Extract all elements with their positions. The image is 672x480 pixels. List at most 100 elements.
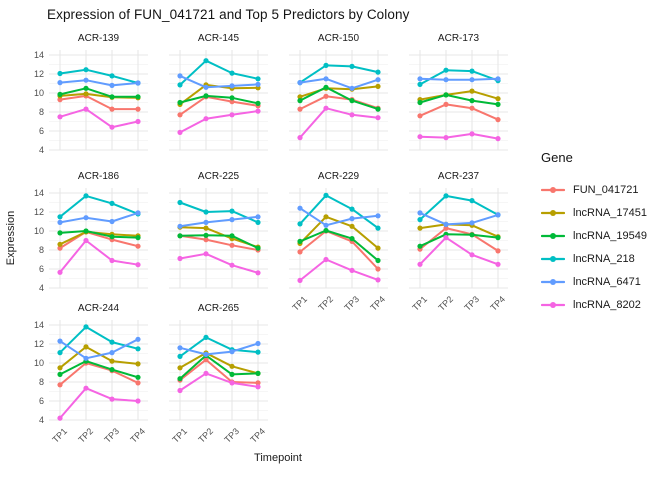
data-point-lncRNA_8202 bbox=[443, 235, 449, 241]
data-point-lncRNA_8202 bbox=[229, 262, 235, 268]
data-point-FUN_041721 bbox=[57, 245, 63, 251]
data-point-lncRNA_19549 bbox=[469, 98, 475, 104]
data-point-lncRNA_6471 bbox=[83, 355, 89, 361]
y-tick-label: 10 bbox=[33, 226, 44, 236]
data-point-lncRNA_218 bbox=[255, 76, 261, 82]
data-point-lncRNA_8202 bbox=[109, 396, 115, 402]
data-point-lncRNA_19549 bbox=[323, 227, 329, 234]
data-point-lncRNA_6471 bbox=[229, 349, 235, 355]
data-point-lncRNA_218 bbox=[469, 198, 475, 204]
data-point-lncRNA_17451 bbox=[297, 94, 303, 100]
legend-item: lncRNA_218 bbox=[541, 247, 669, 270]
data-point-lncRNA_8202 bbox=[203, 370, 209, 376]
facet-strip-label: ACR-173 bbox=[437, 33, 480, 44]
data-point-lncRNA_8202 bbox=[109, 124, 115, 130]
series-line-lncRNA_8202 bbox=[419, 132, 499, 140]
y-tick-label: 14 bbox=[33, 188, 44, 198]
data-point-lncRNA_6471 bbox=[255, 214, 261, 220]
facet-panel bbox=[289, 188, 388, 289]
legend-key-icon bbox=[541, 255, 565, 262]
data-point-FUN_041721 bbox=[109, 106, 115, 112]
legend: Gene FUN_041721 lncRNA_17451 lncRNA_19549 l… bbox=[541, 150, 669, 316]
series-line-lncRNA_19549 bbox=[59, 360, 139, 379]
data-point-lncRNA_8202 bbox=[255, 384, 261, 390]
data-point-lncRNA_6471 bbox=[255, 81, 261, 87]
data-point-lncRNA_8202 bbox=[375, 115, 381, 121]
data-point-lncRNA_6471 bbox=[203, 219, 209, 225]
y-tick-label: 12 bbox=[33, 207, 44, 217]
facet-strip-label: ACR-186 bbox=[77, 171, 120, 182]
data-point-lncRNA_8202 bbox=[135, 398, 141, 404]
data-point-lncRNA_8202 bbox=[495, 136, 501, 142]
series-line-lncRNA_218 bbox=[179, 59, 259, 86]
data-point-lncRNA_19549 bbox=[135, 374, 141, 380]
y-tick-label: 4 bbox=[38, 145, 44, 155]
legend-key-icon bbox=[541, 186, 565, 193]
series-line-lncRNA_19549 bbox=[299, 86, 379, 111]
data-point-lncRNA_6471 bbox=[109, 218, 115, 225]
data-point-lncRNA_8202 bbox=[57, 269, 63, 275]
series-line-lncRNA_17451 bbox=[419, 223, 499, 238]
data-point-lncRNA_6471 bbox=[203, 351, 209, 357]
series-line-lncRNA_17451 bbox=[419, 90, 499, 101]
x-axis-title: Timepoint bbox=[254, 452, 302, 464]
data-point-lncRNA_19549 bbox=[375, 106, 381, 112]
data-point-lncRNA_218 bbox=[57, 214, 63, 220]
data-point-lncRNA_218 bbox=[323, 192, 329, 198]
data-point-FUN_041721 bbox=[229, 99, 235, 105]
data-point-FUN_041721 bbox=[203, 357, 209, 363]
facet-panel bbox=[289, 50, 388, 151]
series-line-lncRNA_17451 bbox=[299, 85, 379, 98]
data-point-lncRNA_19549 bbox=[109, 367, 115, 373]
y-axis-title: Expression bbox=[5, 210, 17, 266]
series-line-FUN_041721 bbox=[179, 95, 259, 116]
data-point-lncRNA_218 bbox=[375, 225, 381, 231]
data-point-lncRNA_218 bbox=[83, 324, 89, 330]
series-line-lncRNA_6471 bbox=[179, 342, 259, 356]
data-point-lncRNA_8202 bbox=[255, 270, 261, 276]
data-point-lncRNA_8202 bbox=[177, 255, 183, 262]
data-point-lncRNA_19549 bbox=[443, 92, 449, 98]
facet-strip-label: ACR-225 bbox=[197, 171, 240, 182]
series-line-lncRNA_218 bbox=[179, 201, 259, 224]
data-point-FUN_041721 bbox=[203, 237, 209, 243]
facet-panel bbox=[409, 50, 508, 151]
data-point-lncRNA_17451 bbox=[57, 365, 63, 371]
data-point-lncRNA_218 bbox=[297, 221, 303, 227]
data-point-lncRNA_8202 bbox=[177, 129, 183, 135]
series-line-lncRNA_19549 bbox=[179, 354, 259, 380]
y-tick-label: 4 bbox=[38, 283, 44, 293]
data-point-FUN_041721 bbox=[443, 225, 449, 231]
data-point-lncRNA_6471 bbox=[443, 221, 449, 227]
data-point-lncRNA_19549 bbox=[255, 370, 261, 376]
data-point-lncRNA_8202 bbox=[109, 257, 115, 264]
data-point-lncRNA_218 bbox=[229, 70, 235, 76]
series-line-lncRNA_6471 bbox=[59, 338, 139, 360]
data-point-lncRNA_8202 bbox=[83, 106, 89, 112]
facet-panel bbox=[169, 188, 268, 289]
series-line-lncRNA_6471 bbox=[299, 77, 379, 90]
data-point-lncRNA_6471 bbox=[495, 76, 501, 82]
data-point-lncRNA_8202 bbox=[297, 277, 303, 283]
facet-panel bbox=[49, 320, 148, 421]
series-line-lncRNA_218 bbox=[299, 64, 379, 84]
legend-item: lncRNA_19549 bbox=[541, 224, 669, 247]
data-point-lncRNA_17451 bbox=[135, 361, 141, 367]
data-point-lncRNA_218 bbox=[83, 193, 89, 199]
data-point-lncRNA_8202 bbox=[417, 261, 423, 267]
data-point-FUN_041721 bbox=[323, 93, 329, 99]
data-point-lncRNA_19549 bbox=[229, 233, 235, 239]
data-point-lncRNA_8202 bbox=[417, 134, 423, 140]
data-point-lncRNA_218 bbox=[255, 349, 261, 355]
data-point-lncRNA_6471 bbox=[57, 80, 63, 86]
data-point-lncRNA_218 bbox=[349, 206, 355, 212]
data-point-lncRNA_218 bbox=[135, 346, 141, 352]
data-point-lncRNA_17451 bbox=[495, 96, 501, 102]
data-point-lncRNA_17451 bbox=[109, 358, 115, 364]
data-point-lncRNA_19549 bbox=[83, 228, 89, 234]
data-point-lncRNA_218 bbox=[109, 200, 115, 206]
facet-strip-label: ACR-265 bbox=[197, 303, 240, 314]
data-point-lncRNA_19549 bbox=[57, 371, 63, 377]
data-point-lncRNA_19549 bbox=[417, 243, 423, 249]
data-point-lncRNA_19549 bbox=[109, 234, 115, 240]
